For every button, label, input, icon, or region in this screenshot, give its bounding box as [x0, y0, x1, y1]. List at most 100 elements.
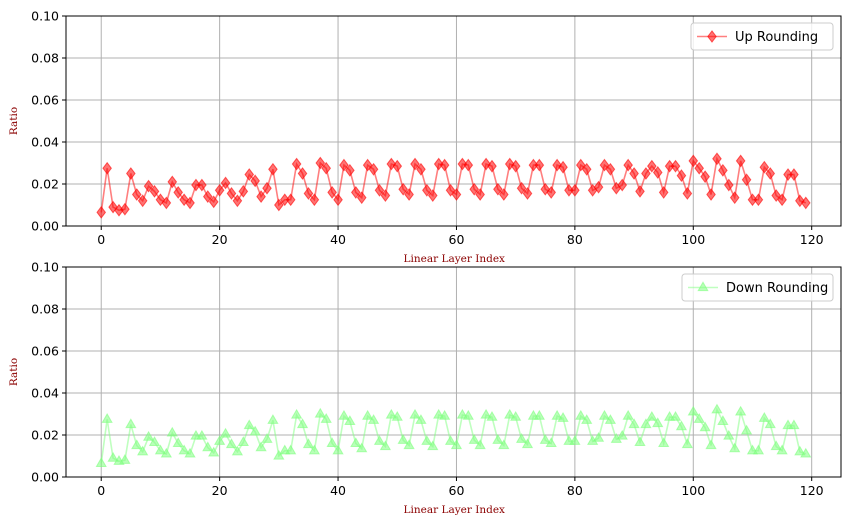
data-point: [143, 179, 154, 193]
data-point: [510, 159, 521, 173]
data-point: [800, 196, 811, 210]
data-point: [202, 190, 213, 204]
data-point: [356, 191, 367, 205]
data-point: [356, 442, 368, 453]
data-point: [274, 198, 284, 212]
down-rounding-chart: 0 20 40 60 80 100 120 0.00 0.02 0.04 0.06 0.08 0.10 L…: [8, 260, 842, 516]
data-point: [718, 163, 728, 177]
data-point: [534, 158, 545, 172]
data-point: [237, 436, 249, 446]
data-point: [327, 185, 337, 199]
data-point: [119, 453, 131, 464]
data-point: [450, 439, 463, 450]
data-point: [178, 444, 190, 455]
data-point: [362, 409, 374, 420]
data-point: [297, 167, 308, 180]
data-point: [604, 414, 617, 424]
data-point: [320, 413, 332, 423]
data-point: [647, 159, 657, 173]
data-point: [244, 168, 255, 181]
y-tick-label: 0.00: [31, 470, 59, 485]
data-point: [652, 417, 664, 428]
y-tick-label: 0.08: [31, 51, 59, 66]
data-point: [734, 405, 747, 416]
data-point: [658, 185, 669, 199]
y-tick-label: 0.06: [31, 93, 59, 108]
data-point: [196, 429, 208, 440]
data-point: [392, 159, 403, 173]
legend-box: [681, 273, 834, 302]
data-point: [515, 432, 528, 443]
data-point: [759, 160, 770, 174]
x-axis-label: Linear Layer Index: [404, 504, 506, 516]
x-tick-label: 0: [97, 232, 105, 247]
data-point: [148, 436, 161, 446]
data-point: [741, 173, 752, 187]
data-point: [368, 162, 379, 176]
data-point: [510, 410, 522, 421]
data-point: [350, 437, 362, 448]
data-point: [753, 193, 764, 207]
data-point: [172, 437, 184, 448]
data-point: [262, 181, 272, 195]
data-point: [367, 414, 380, 424]
x-tick-label: 40: [330, 483, 346, 498]
data-point: [137, 194, 148, 208]
data-point: [373, 435, 386, 445]
data-point: [486, 410, 498, 421]
data-point: [397, 434, 409, 444]
data-point: [268, 162, 278, 176]
data-point: [308, 444, 321, 455]
data-point: [558, 160, 568, 174]
data-point: [723, 178, 734, 192]
data-point: [391, 410, 403, 421]
data-point: [250, 174, 260, 188]
data-point: [226, 187, 237, 200]
data-point: [777, 193, 787, 207]
data-point: [303, 187, 314, 200]
legend-label: Up Rounding: [735, 30, 818, 45]
data-point: [498, 188, 509, 201]
data-point: [575, 409, 587, 420]
data-point: [219, 427, 232, 438]
y-axis-label: Ratio: [8, 107, 20, 135]
data-point: [504, 408, 516, 419]
data-point: [214, 183, 225, 197]
data-point: [415, 414, 427, 424]
data-point: [599, 158, 610, 172]
data-point: [161, 196, 172, 210]
data-point: [197, 178, 207, 192]
legend-marker: [707, 30, 717, 43]
y-tick-label: 0.02: [31, 428, 59, 443]
data-point: [444, 435, 457, 445]
data-point: [487, 159, 497, 173]
x-tick-label: 120: [800, 483, 824, 498]
data-point: [581, 162, 592, 176]
data-point: [634, 436, 646, 446]
data-point: [213, 435, 226, 445]
data-point: [439, 158, 450, 172]
data-point: [445, 183, 456, 197]
plot-frame: [65, 266, 842, 478]
data-point: [688, 154, 699, 168]
x-tick-label: 60: [449, 483, 465, 498]
data-point: [522, 187, 533, 200]
data-point: [451, 188, 462, 201]
data-point: [475, 188, 485, 201]
up-rounding-series: [96, 152, 811, 219]
data-point: [575, 158, 586, 172]
plot-frame: [65, 15, 842, 227]
y-tick-label: 0.06: [31, 344, 59, 359]
data-point: [255, 441, 267, 452]
x-tick-label: 40: [330, 232, 346, 247]
data-point: [410, 157, 420, 171]
data-point: [321, 161, 332, 175]
data-point: [427, 189, 438, 202]
x-tick-label: 60: [449, 232, 465, 247]
data-point: [723, 429, 735, 440]
x-tick-label: 20: [212, 232, 228, 247]
data-point: [339, 158, 349, 172]
data-point: [539, 434, 551, 444]
data-point: [142, 430, 155, 441]
data-point: [379, 440, 392, 451]
